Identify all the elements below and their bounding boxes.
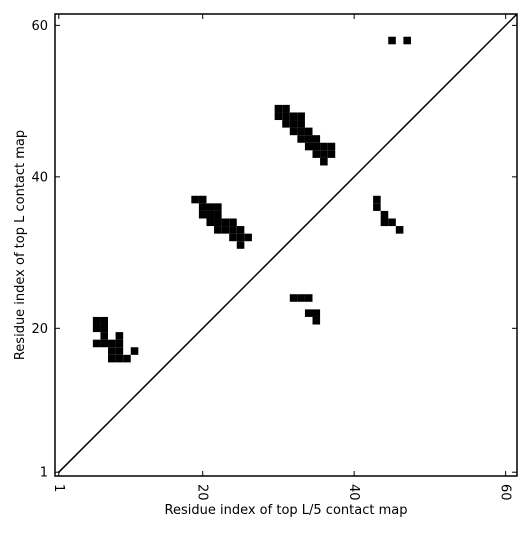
contact-cell xyxy=(380,218,389,227)
contact-cell xyxy=(221,226,230,234)
contact-cell xyxy=(191,195,199,204)
x-tick-label: 1 xyxy=(51,484,66,492)
contact-cell xyxy=(244,233,252,242)
contact-cell xyxy=(297,127,305,136)
contact-cell xyxy=(229,218,237,227)
x-axis-label: Residue index of top L/5 contact map xyxy=(165,503,408,518)
contact-cell xyxy=(108,339,116,348)
contact-cell xyxy=(388,36,396,45)
y-tick-label: 40 xyxy=(31,170,48,185)
contact-cell xyxy=(214,218,222,227)
contact-cell xyxy=(320,157,328,166)
contact-cell xyxy=(312,135,321,143)
contact-cell xyxy=(100,324,109,333)
y-tick-label: 1 xyxy=(40,466,48,481)
contact-cell xyxy=(100,316,109,325)
contact-cell xyxy=(289,294,298,302)
contact-cell xyxy=(320,142,328,151)
contact-cell xyxy=(327,150,336,158)
contact-cell xyxy=(198,210,207,219)
contact-cell xyxy=(236,226,245,234)
contact-cell xyxy=(214,203,222,211)
contact-cell xyxy=(108,347,116,355)
x-tick-label: 40 xyxy=(346,484,361,501)
x-tick-label: 20 xyxy=(195,484,210,501)
contact-cell xyxy=(214,210,222,219)
contact-cell xyxy=(312,142,321,151)
contact-cell xyxy=(282,104,290,113)
contact-cell xyxy=(274,104,283,113)
contact-cell xyxy=(229,233,237,242)
contact-cell xyxy=(297,294,305,302)
contact-cell xyxy=(115,339,124,348)
contact-cell xyxy=(373,203,381,211)
contact-cell xyxy=(229,226,237,234)
contact-cell xyxy=(403,36,411,45)
contact-cell xyxy=(214,226,222,234)
contact-cell xyxy=(221,218,230,227)
contact-cell xyxy=(312,150,321,158)
contact-cell xyxy=(198,203,207,211)
contact-cell xyxy=(115,354,124,363)
contact-cell xyxy=(206,210,215,219)
contact-cell xyxy=(282,120,290,128)
contact-cell xyxy=(100,339,109,348)
y-tick-label: 20 xyxy=(31,322,48,337)
contact-cell xyxy=(236,241,245,249)
contact-cell xyxy=(289,127,298,136)
contact-cell xyxy=(289,120,298,128)
contact-cell xyxy=(206,203,215,211)
contact-cell xyxy=(304,309,313,317)
contact-cell xyxy=(289,112,298,121)
contact-cell xyxy=(115,332,124,340)
contact-cell xyxy=(100,332,109,340)
contact-cell xyxy=(198,195,207,204)
contact-cell xyxy=(297,135,305,143)
contact-cell xyxy=(320,150,328,158)
contact-cell xyxy=(92,316,101,325)
contact-cell xyxy=(312,309,321,317)
contact-cell xyxy=(130,347,139,355)
contact-cell xyxy=(304,135,313,143)
contact-cell xyxy=(236,233,245,242)
contact-cell xyxy=(304,127,313,136)
contact-cell xyxy=(388,218,396,227)
y-axis-label: Residue index of top L contact map xyxy=(13,130,28,360)
contact-cell xyxy=(115,347,124,355)
x-tick-label: 60 xyxy=(498,484,513,501)
y-tick-label: 60 xyxy=(31,19,48,34)
contact-cell xyxy=(92,339,101,348)
contact-cell xyxy=(123,354,131,363)
contact-cell xyxy=(373,195,381,204)
contact-cell xyxy=(312,316,321,325)
contact-cell xyxy=(304,294,313,302)
contact-cell xyxy=(108,354,116,363)
plot-frame xyxy=(54,13,518,477)
contact-cell xyxy=(282,112,290,121)
contact-cell xyxy=(274,112,283,121)
contact-cell xyxy=(395,226,404,234)
contact-cell xyxy=(206,218,215,227)
contact-cell xyxy=(297,120,305,128)
contact-cell xyxy=(327,142,336,151)
contact-cell xyxy=(380,210,389,219)
diagonal-line xyxy=(58,13,518,473)
contact-cell xyxy=(304,142,313,151)
contact-cell xyxy=(297,112,305,121)
contact-cell xyxy=(92,324,101,333)
